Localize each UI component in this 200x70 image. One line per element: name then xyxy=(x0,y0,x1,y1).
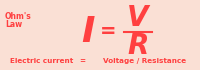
Text: =: = xyxy=(79,58,85,64)
Text: Electric current: Electric current xyxy=(10,58,74,64)
Text: Voltage / Resistance: Voltage / Resistance xyxy=(103,58,187,64)
Text: I: I xyxy=(81,15,95,49)
Text: Law: Law xyxy=(5,20,22,29)
Text: =: = xyxy=(100,22,116,42)
Text: V: V xyxy=(127,4,149,32)
Text: R: R xyxy=(127,32,149,60)
Text: Ohm's: Ohm's xyxy=(5,12,32,21)
